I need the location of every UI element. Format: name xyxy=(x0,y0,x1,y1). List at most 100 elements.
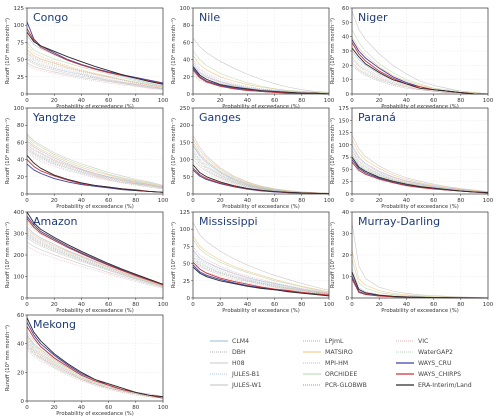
y-tick-label: 0 xyxy=(346,296,350,302)
y-tick-label: 60 xyxy=(17,140,24,146)
x-tick-label: 40 xyxy=(403,198,410,204)
y-tick-label: 25 xyxy=(183,279,190,285)
x-axis-label: Probability of exceedance (%) xyxy=(381,204,458,210)
y-axis-label: Runoff (10³ mm month⁻¹) xyxy=(5,118,11,184)
x-tick-label: 20 xyxy=(376,198,383,204)
x-tick-label: 20 xyxy=(51,98,58,104)
legend-label: LPJmL xyxy=(325,338,344,345)
series-line-jules-w1 xyxy=(26,332,164,397)
series-line-lpjml xyxy=(192,142,330,194)
y-tick-label: 20 xyxy=(342,63,349,69)
y-tick-label: 125 xyxy=(339,131,350,137)
x-tick-label: 100 xyxy=(158,302,169,308)
y-tick-label: 200 xyxy=(180,123,191,129)
series-line-vic xyxy=(192,150,330,194)
y-tick-label: 400 xyxy=(14,210,25,216)
x-tick-label: 40 xyxy=(78,198,85,204)
series-line-jules-w1 xyxy=(351,222,489,299)
x-tick-label: 20 xyxy=(51,198,58,204)
series-line-clm4 xyxy=(26,140,164,188)
series-line-watergap2 xyxy=(26,51,164,87)
panel-title: Mekong xyxy=(33,318,76,331)
series-line-mpi-hm xyxy=(192,69,330,95)
y-tick-label: 50 xyxy=(183,262,190,268)
series-line-lpjml xyxy=(351,147,489,193)
series-line-h08 xyxy=(192,259,330,295)
panel-ganges: 0 20 40 60 80 100 0 50 100 150 200 250 Probability o… xyxy=(171,106,335,210)
series-line-vic xyxy=(26,53,164,89)
series-line-ways-chirps xyxy=(26,218,164,286)
y-axis-label: Runoff (10³ mm month⁻¹) xyxy=(5,325,11,391)
x-tick-label: 20 xyxy=(376,302,383,308)
y-tick-label: 100 xyxy=(180,158,191,164)
series-line-watergap2 xyxy=(26,347,164,399)
x-tick-label: 80 xyxy=(132,302,139,308)
y-tick-label: 40 xyxy=(17,158,24,164)
x-tick-label: 100 xyxy=(483,198,494,204)
x-tick-label: 40 xyxy=(244,302,251,308)
series-line-matsiro xyxy=(192,55,330,94)
x-tick-label: 100 xyxy=(158,98,169,104)
panel-title: Mississippi xyxy=(199,215,258,228)
series-line-matsiro xyxy=(26,336,164,397)
y-tick-label: 125 xyxy=(14,6,25,12)
series-line-clm4 xyxy=(26,226,164,286)
y-tick-label: 50 xyxy=(17,58,24,64)
legend-label: VIC xyxy=(418,338,428,345)
series-line-lpjml xyxy=(192,61,329,94)
series-line-era-interim-land xyxy=(26,317,164,398)
x-tick-label: 0 xyxy=(25,198,29,204)
x-tick-label: 100 xyxy=(324,302,335,308)
y-tick-label: 60 xyxy=(183,40,190,46)
series-line-orchidee xyxy=(26,42,164,87)
x-axis-label: Probability of exceedance (%) xyxy=(381,308,458,314)
series-line-era-interim-land xyxy=(26,31,164,85)
series-line-era-interim-land xyxy=(192,266,330,297)
legend-label: ERA-Interim/Land xyxy=(418,382,472,389)
panel-nile: 0 20 40 60 80 100 0 20 40 60 80 100 Probability of e… xyxy=(171,6,335,110)
legend-label: MPI-HM xyxy=(325,360,348,367)
series-line-ways-chirps xyxy=(192,261,330,296)
x-tick-label: 60 xyxy=(105,98,112,104)
y-axis-label: Runoff (10³ mm month⁻¹) xyxy=(330,118,336,184)
y-tick-label: 80 xyxy=(183,23,190,29)
x-tick-label: 60 xyxy=(105,302,112,308)
series-line-pcr-globwb xyxy=(26,235,164,287)
series-line-jules-w1 xyxy=(192,222,330,291)
y-tick-label: 20 xyxy=(17,370,24,376)
x-tick-label: 80 xyxy=(132,405,139,411)
y-tick-label: 40 xyxy=(183,58,190,64)
series-line-orchidee xyxy=(26,339,164,399)
y-tick-label: 75 xyxy=(342,155,349,161)
series-line-jules-w1 xyxy=(192,135,330,194)
series-line-matsiro xyxy=(192,235,330,293)
y-tick-label: 250 xyxy=(180,106,191,112)
y-tick-label: 0 xyxy=(21,296,25,302)
y-tick-label: 25 xyxy=(342,180,349,186)
panel-title: Niger xyxy=(358,11,388,24)
x-tick-label: 60 xyxy=(430,98,437,104)
series-line-era-interim-land xyxy=(351,47,488,95)
y-tick-label: 10 xyxy=(342,78,349,84)
series-line-orchidee xyxy=(192,239,330,293)
series-line-jules-w1 xyxy=(26,133,164,186)
y-tick-label: 75 xyxy=(17,40,24,46)
axes-frame xyxy=(351,107,489,195)
legend-label: ORCHIDEE xyxy=(325,371,357,378)
y-tick-label: 0 xyxy=(346,192,350,198)
x-axis-label: Probability of exceedance (%) xyxy=(56,411,133,417)
series-line-watergap2 xyxy=(351,155,489,193)
series-line-h08 xyxy=(26,237,164,287)
panel-mississippi: 0 20 40 60 80 100 0 25 50 75 100 125 Probability of … xyxy=(171,210,335,314)
x-tick-label: 100 xyxy=(324,198,335,204)
series-line-ways-chirps xyxy=(351,278,488,299)
y-tick-label: 200 xyxy=(14,253,25,259)
panel-title: Murray-Darling xyxy=(358,215,440,228)
series-line-mpi-hm xyxy=(26,152,164,190)
series-line-vic xyxy=(351,150,489,193)
legend-label: H08 xyxy=(232,360,245,367)
y-axis-label: Runoff (10³ mm month⁻¹) xyxy=(171,18,177,84)
x-tick-label: 40 xyxy=(78,302,85,308)
x-tick-label: 100 xyxy=(483,302,494,308)
